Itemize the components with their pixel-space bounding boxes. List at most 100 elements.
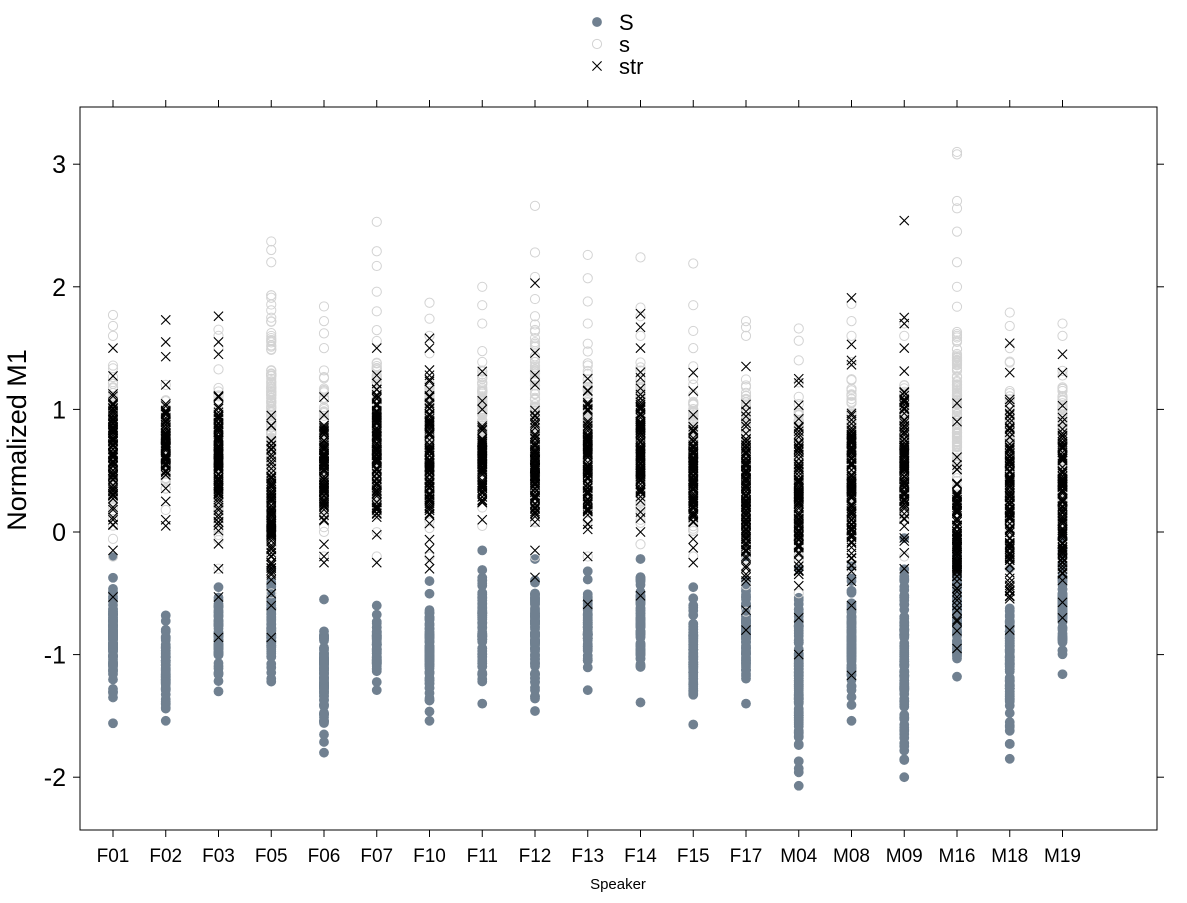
data-point — [582, 566, 593, 577]
data-point — [530, 599, 540, 610]
outlier-point — [266, 236, 277, 247]
legend-label: s — [619, 32, 630, 57]
data-point — [582, 645, 593, 655]
data-point — [371, 677, 382, 687]
data-point — [213, 364, 224, 375]
data-point — [846, 627, 857, 638]
outlier-point — [213, 324, 224, 335]
data-point — [424, 632, 435, 643]
data-point — [477, 318, 488, 329]
legend-marker-str — [592, 61, 602, 71]
data-point — [477, 667, 488, 678]
data-point — [213, 595, 224, 605]
data-point — [213, 669, 224, 680]
outlier-point — [160, 336, 171, 347]
data-point — [477, 565, 488, 575]
data-point — [899, 654, 910, 665]
outlier-point — [951, 257, 963, 268]
data-point — [582, 551, 593, 562]
data-point — [846, 715, 857, 726]
data-point — [793, 659, 804, 670]
data-point — [582, 318, 593, 329]
data-point — [846, 330, 857, 341]
data-point — [319, 539, 329, 550]
data-point — [899, 671, 910, 682]
data-point — [582, 574, 593, 585]
data-point — [1004, 343, 1015, 354]
data-point — [635, 632, 646, 643]
data-point — [477, 631, 488, 642]
data-point — [213, 582, 224, 593]
data-point — [266, 257, 277, 268]
outlier-point — [1004, 717, 1015, 727]
data-point — [899, 741, 910, 752]
data-point — [319, 709, 329, 719]
outlier-point — [160, 351, 171, 362]
data-point — [1004, 694, 1015, 705]
data-point — [635, 605, 646, 616]
data-point — [793, 399, 804, 410]
data-point — [424, 641, 435, 652]
outlier-point — [424, 333, 435, 344]
data-point — [266, 603, 277, 614]
data-point — [846, 585, 857, 596]
data-point — [477, 514, 488, 525]
data-point — [635, 621, 646, 632]
data-point — [319, 633, 329, 644]
data-point — [319, 594, 329, 605]
outlier-point — [530, 278, 540, 289]
outlier-point — [529, 247, 541, 258]
data-point — [371, 343, 382, 354]
outlier-point — [582, 273, 593, 284]
data-point — [1004, 657, 1015, 667]
data-point — [741, 665, 751, 676]
data-point — [530, 693, 540, 704]
data-point — [424, 715, 435, 726]
legend-marker-s — [591, 38, 603, 50]
data-point — [424, 343, 435, 354]
data-point — [582, 653, 593, 664]
data-point — [688, 600, 699, 611]
data-point — [899, 330, 910, 341]
data-point — [793, 621, 804, 631]
series-S — [108, 533, 1068, 791]
data-point — [793, 780, 804, 791]
data-point — [477, 545, 488, 556]
outlier-point — [740, 316, 752, 327]
data-point — [477, 346, 488, 357]
data-point — [107, 371, 119, 383]
data-point — [477, 356, 488, 368]
data-point — [371, 637, 382, 647]
data-point — [846, 616, 857, 627]
outlier-point — [793, 756, 804, 767]
data-point — [1004, 738, 1015, 749]
data-point — [846, 665, 857, 676]
data-point — [899, 722, 910, 733]
data-point — [793, 739, 804, 750]
data-point — [951, 281, 963, 292]
data-point — [793, 635, 804, 645]
data-point — [108, 609, 118, 620]
legend-label: S — [619, 10, 634, 35]
legend-marker-S — [592, 17, 602, 27]
data-point — [530, 669, 540, 680]
data-point — [530, 685, 540, 696]
outlier-point — [1004, 307, 1015, 318]
data-point — [688, 673, 699, 684]
data-point — [160, 643, 171, 653]
outlier-point — [635, 322, 646, 333]
data-point — [160, 504, 171, 516]
data-point — [266, 636, 277, 646]
data-point — [1004, 683, 1015, 694]
outlier-point — [635, 252, 646, 263]
data-point — [899, 643, 910, 654]
series-s — [107, 146, 1068, 617]
outlier-point — [688, 300, 699, 311]
data-point — [635, 596, 646, 607]
data-point — [160, 631, 171, 642]
data-point — [688, 657, 699, 668]
outlier-point — [582, 296, 593, 307]
data-point — [160, 496, 171, 507]
outlier-point — [319, 557, 329, 568]
